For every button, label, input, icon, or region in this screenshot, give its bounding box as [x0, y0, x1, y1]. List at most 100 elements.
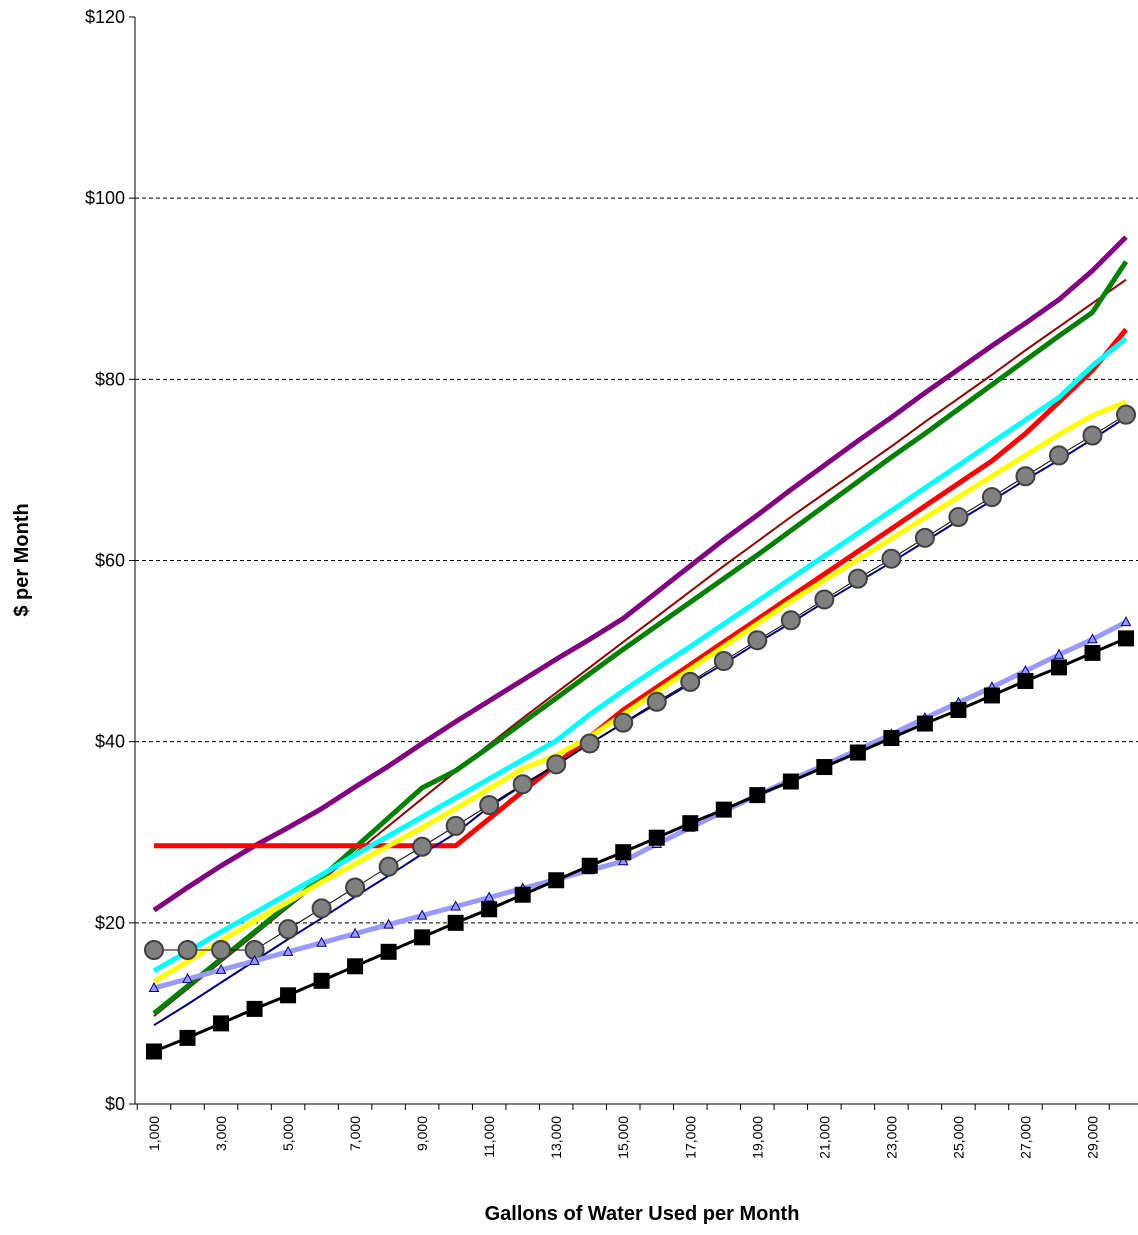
x-tick-label: 19,000: [749, 1116, 765, 1159]
data-point: [713, 651, 734, 672]
data-point: [816, 759, 833, 776]
series-line: [154, 327, 1128, 849]
data-point: [148, 981, 160, 993]
data-point: [881, 548, 902, 569]
series-7: [153, 416, 1127, 1027]
y-tick-label: $120: [85, 7, 125, 27]
data-point: [1082, 425, 1103, 446]
y-axis-title: $ per Month: [11, 503, 33, 616]
data-point: [548, 872, 565, 889]
data-point: [579, 733, 600, 754]
data-point: [345, 877, 366, 898]
data-point: [617, 855, 629, 866]
data-point: [249, 954, 260, 965]
data-point: [950, 701, 967, 718]
data-point: [347, 958, 364, 975]
x-tick-label: 15,000: [615, 1116, 631, 1159]
data-point: [1053, 648, 1065, 659]
series-4: [154, 327, 1128, 849]
data-point: [179, 1029, 196, 1046]
data-point: [280, 987, 297, 1004]
y-tick-label: $0: [105, 1094, 125, 1114]
data-point: [246, 1000, 263, 1017]
data-point: [682, 815, 699, 832]
data-point: [1017, 672, 1034, 689]
series-3: [152, 260, 1129, 1016]
data-point: [349, 927, 361, 938]
x-tick-label: 3,000: [213, 1116, 229, 1151]
x-tick-label: 29,000: [1084, 1116, 1100, 1159]
data-point: [215, 963, 227, 974]
data-point: [814, 589, 835, 610]
data-point: [412, 836, 433, 857]
data-point: [311, 898, 332, 919]
data-point: [1015, 466, 1036, 487]
y-tick-label: $100: [85, 188, 125, 208]
data-point: [146, 1043, 162, 1060]
data-point: [416, 909, 428, 920]
series-line: [152, 260, 1129, 1016]
data-point: [1116, 404, 1136, 425]
y-tick-label: $80: [95, 369, 125, 389]
data-point: [479, 795, 500, 816]
data-point: [1087, 633, 1098, 644]
x-tick-label: 7,000: [347, 1116, 363, 1151]
data-point: [447, 914, 464, 931]
x-tick-label: 11,000: [481, 1116, 497, 1158]
y-tick-label: $40: [95, 732, 125, 752]
data-point: [1120, 616, 1132, 627]
data-point: [445, 815, 466, 836]
y-tick-labels: $0 $20 $40 $60 $80 $100 $120: [85, 7, 125, 1114]
data-point: [782, 773, 799, 790]
data-point: [613, 712, 634, 733]
x-tick-label: 25,000: [950, 1116, 966, 1159]
data-point: [182, 972, 193, 983]
series-1: [152, 235, 1128, 913]
data-point: [981, 487, 1002, 508]
data-point: [747, 630, 768, 651]
series-8: [144, 404, 1136, 961]
series-9: [148, 616, 1132, 993]
axes: [129, 16, 1138, 1110]
data-point: [211, 940, 232, 961]
data-point: [144, 940, 164, 961]
data-point: [512, 774, 533, 795]
data-point: [450, 900, 461, 911]
x-tick-label: 23,000: [883, 1116, 899, 1159]
data-point: [546, 754, 567, 775]
series-lines: [144, 235, 1136, 1060]
gridlines: [135, 197, 1138, 924]
series-line: [152, 399, 1127, 984]
data-point: [213, 1015, 230, 1032]
data-point: [1050, 659, 1067, 676]
data-point: [1084, 644, 1101, 661]
data-point: [483, 891, 495, 902]
series-6: [152, 399, 1127, 984]
data-point: [849, 744, 866, 761]
series-line: [152, 336, 1128, 973]
y-tick-label: $20: [95, 913, 125, 933]
data-point: [615, 844, 632, 861]
x-axis-title: Gallons of Water Used per Month: [485, 1203, 800, 1225]
data-point: [481, 901, 498, 918]
data-point: [383, 918, 394, 929]
series-10: [146, 630, 1134, 1060]
x-tick-labels: 1,000 3,000 5,000 7,000 9,000 11,000 13,000 15,…: [146, 1116, 1100, 1159]
data-point: [883, 730, 900, 747]
x-tick-label: 13,000: [548, 1116, 564, 1159]
data-point: [780, 610, 801, 631]
data-point: [847, 568, 868, 589]
data-point: [380, 943, 397, 960]
x-tick-label: 17,000: [682, 1116, 698, 1159]
data-point: [1118, 630, 1134, 647]
series-5: [152, 336, 1128, 973]
y-tick-label: $60: [95, 551, 125, 571]
data-point: [177, 940, 198, 961]
data-point: [983, 687, 1000, 704]
data-point: [749, 787, 766, 804]
data-point: [680, 671, 701, 692]
x-tick-label: 9,000: [414, 1116, 430, 1151]
data-point: [278, 919, 299, 940]
data-point: [948, 507, 969, 528]
data-point: [581, 857, 598, 874]
